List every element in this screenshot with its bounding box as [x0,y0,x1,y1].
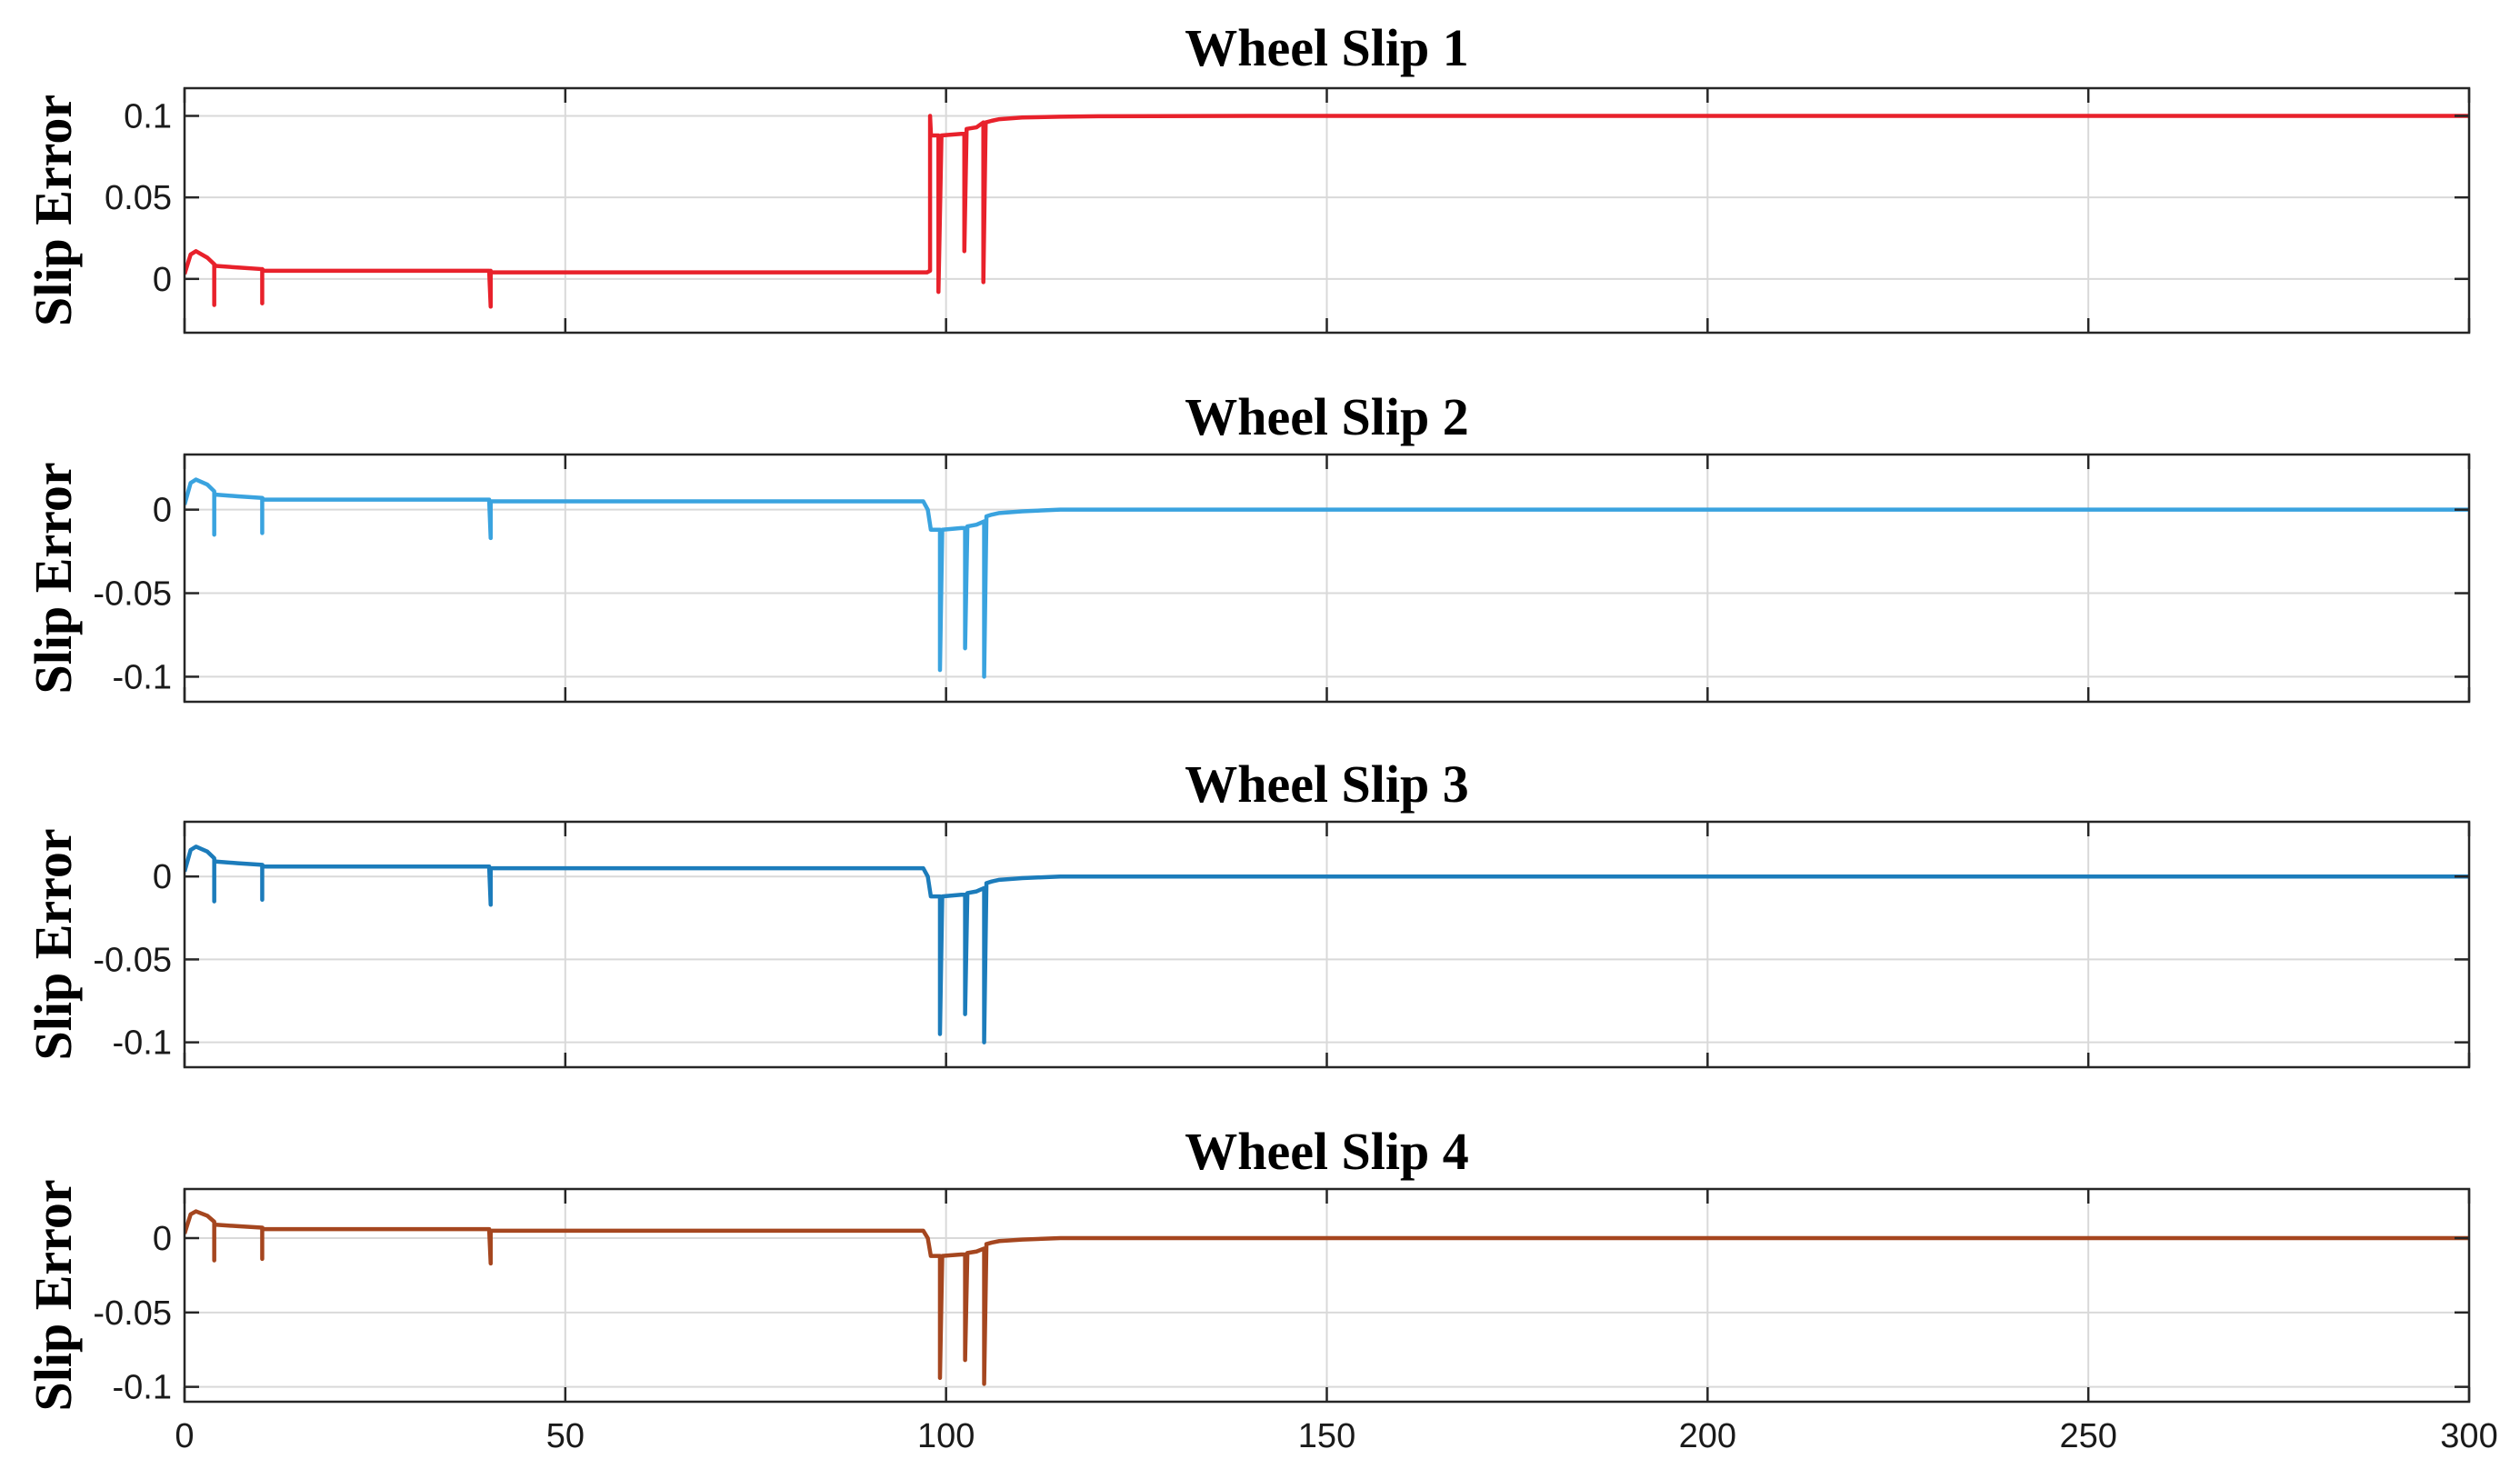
chart-2-series-line-1 [185,477,2469,679]
chart-4-x-tick-label: 100 [917,1417,975,1455]
chart-3-title: Wheel Slip 3 [1185,754,1469,814]
chart-4-y-tick-label: -0.05 [93,1294,172,1333]
chart-4-series-line-1 [185,1209,2469,1386]
chart-3-y-tick-label: 0 [153,858,172,896]
chart-3-y-tick-label: -0.1 [113,1024,172,1063]
chart-1-title: Wheel Slip 1 [1185,18,1469,77]
chart-4-x-tick-label: 250 [2059,1417,2116,1455]
chart-4-x-tick-label: 300 [2440,1417,2497,1455]
chart-2-y-tick-label: -0.1 [113,658,172,696]
chart-3-y-tick-label: -0.05 [93,941,172,979]
chart-4-x-tick-label: 150 [1298,1417,1355,1455]
chart-2-y-tick-label: 0 [153,492,172,530]
chart-1-y-axis-label: Slip Error [24,95,83,326]
chart-2-panel: -0.1 -0.05 0 Wheel Slip 2 Slip Error [24,387,2471,704]
chart-2-title: Wheel Slip 2 [1185,387,1469,446]
chart-4-x-tick-label: 50 [546,1417,585,1455]
chart-3-y-axis-label: Slip Error [24,828,83,1060]
chart-4-panel: -0.1 -0.05 0 0 50 100 150 200 250 300 Wheel Slip 4… [24,1122,2498,1455]
chart-3-series-line-1 [185,844,2469,1044]
chart-1-panel: 0 0.05 0.1 Wheel Slip 1 Slip Error [24,18,2471,335]
chart-2-y-axis-label: Slip Error [24,462,83,694]
chart-3-panel: -0.1 -0.05 0 Wheel Slip 3 Slip Error [24,754,2471,1069]
chart-1-y-tick-label: 0.1 [124,97,172,135]
chart-2-y-tick-label: -0.05 [93,575,172,614]
chart-4-x-tick-label: 200 [1679,1417,1736,1455]
chart-1-y-tick-label: 0 [153,261,172,299]
chart-4-y-tick-label: -0.1 [113,1369,172,1407]
chart-1-y-tick-label: 0.05 [105,179,172,217]
chart-4-y-tick-label: 0 [153,1220,172,1258]
chart-4-x-tick-label: 0 [175,1417,194,1455]
chart-4-y-axis-label: Slip Error [24,1179,83,1411]
chart-4-title: Wheel Slip 4 [1185,1122,1469,1181]
chart-1-series-line-1 [185,114,2469,309]
